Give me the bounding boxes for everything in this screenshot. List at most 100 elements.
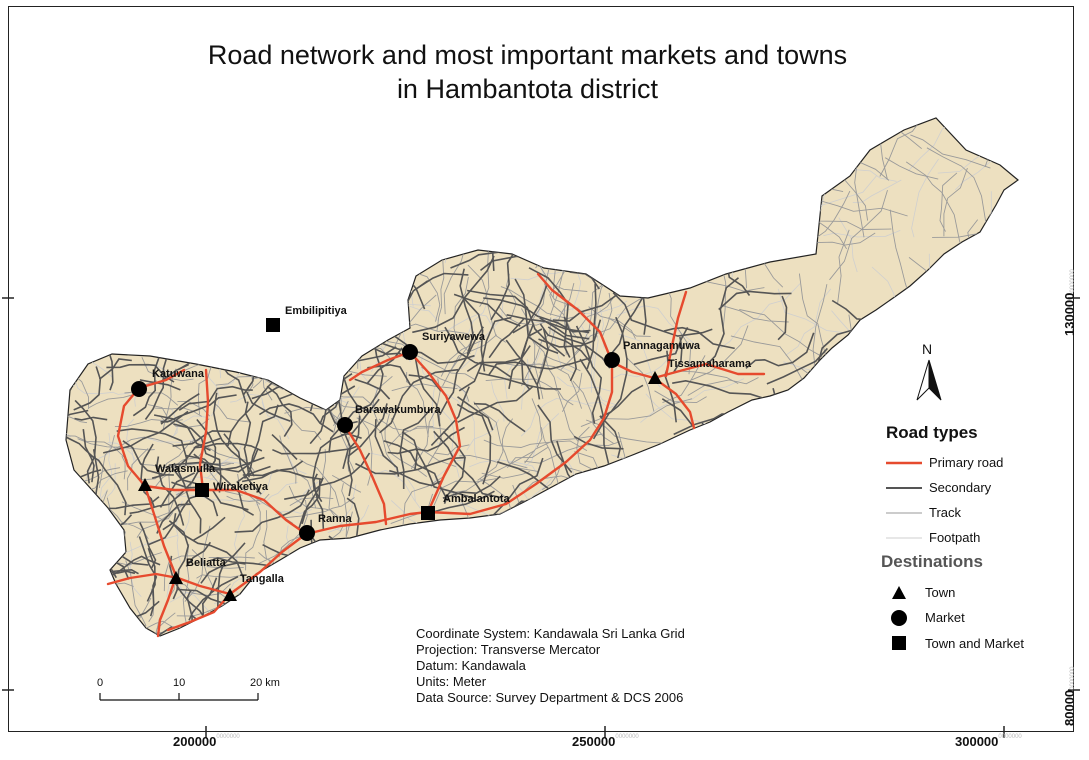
secondary-road [672,379,767,400]
track [712,203,786,239]
track [212,401,250,423]
track [331,475,362,493]
track [283,497,355,519]
track [837,229,850,305]
footpath [465,299,489,340]
track [753,427,781,498]
ranna-marker-circle [299,525,315,541]
secondary-road [379,368,459,434]
track [115,552,162,566]
track [98,434,115,489]
secondary-road [160,394,237,423]
track [393,294,437,348]
track [561,372,583,413]
track [739,309,825,359]
track [260,584,267,629]
scale-label-0: 0 [97,677,104,689]
footpath [603,266,684,281]
secondary-road [772,388,793,479]
map-metadata: Coordinate System: Kandawala Sri Lanka G… [416,626,685,706]
track [66,403,88,424]
secondary-road [316,548,329,609]
track [597,236,605,268]
track [848,314,928,416]
track [673,136,778,160]
y-tick-130000: 1300000000000 [1062,269,1077,336]
track [860,319,909,363]
secondary-road [66,548,108,565]
footpath [528,306,580,324]
primary-road [137,368,186,390]
secondary-road [444,326,512,378]
footpath [616,305,700,349]
secondary-road [66,557,90,580]
footpath [466,419,500,451]
footpath [205,335,239,363]
legend-destination-symbols [891,586,907,650]
track [800,118,822,136]
track [754,118,865,153]
secondary-road [641,212,689,284]
footpath [330,324,385,350]
secondary-road [284,452,371,500]
track [70,589,120,599]
primary-road [610,360,696,430]
secondary-road [87,591,106,636]
secondary-road [116,428,188,466]
legend-road-symbols [886,461,922,539]
footpath [359,548,392,573]
track [66,515,107,554]
secondary-road [258,403,334,433]
metadata-data-source: Data Source: Survey Department & DCS 200… [416,690,684,705]
secondary-road [243,401,252,478]
footpath [209,443,243,482]
secondary-road [473,402,526,433]
secondary-road [178,385,253,411]
secondary-road [388,331,441,427]
metadata-projection: Projection: Transverse Mercator [416,642,601,657]
footpath [66,347,75,387]
track [675,118,779,125]
secondary-road [66,486,76,511]
track [196,574,245,579]
track [237,473,261,505]
track [569,467,660,507]
track [203,463,243,496]
footpath [584,209,629,274]
y-tick-80000: 800000000000 [1062,666,1077,726]
footpath [785,288,832,356]
footpath [744,118,772,206]
track [66,523,83,572]
secondary-road [129,467,201,515]
secondary-road [298,479,321,529]
walasmulla-marker-triangle [138,478,152,491]
track [73,562,110,575]
secondary-road [539,323,590,362]
track [524,441,621,464]
secondary-road [328,535,376,570]
track [285,632,334,636]
secondary-road [457,385,534,423]
track [801,368,855,406]
track [889,209,911,300]
secondary-road [66,313,72,391]
wiraketiya-marker-square [195,483,209,497]
track [532,340,574,406]
secondary-road [389,469,442,487]
track [544,354,581,372]
legend-dest-market: Market [925,610,965,625]
footpath [431,379,440,447]
track [521,317,552,387]
track [246,579,309,616]
footpath [838,217,858,273]
secondary-road [456,403,492,485]
secondary-road [177,588,229,606]
track [691,325,749,381]
track [506,446,549,468]
track [284,406,342,422]
secondary-road [203,456,265,471]
secondary-road [478,372,562,390]
secondary-road [777,295,788,341]
footpath [942,255,962,291]
secondary-road [156,456,185,526]
